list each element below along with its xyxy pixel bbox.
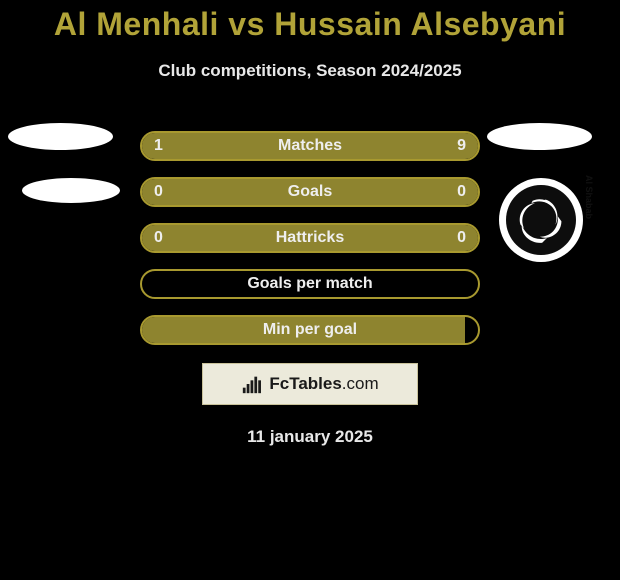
stat-bar: Min per goal [140, 315, 480, 345]
stat-row: 00Hattricks [0, 215, 620, 261]
stat-label: Hattricks [142, 229, 478, 247]
stat-rows: 19Matches 00Goals 00Hattricks Goals per mat… [0, 123, 620, 353]
page-title: Al Menhali vs Hussain Alsebyani [0, 6, 620, 43]
stat-row: 00Goals [0, 169, 620, 215]
stat-row: 19Matches [0, 123, 620, 169]
stat-label: Goals per match [142, 275, 478, 293]
stat-label: Min per goal [142, 321, 478, 339]
stat-row: Min per goal [0, 307, 620, 353]
brand-text-ext: .com [342, 374, 379, 393]
stat-label: Matches [142, 137, 478, 155]
stat-bar: 19Matches [140, 131, 480, 161]
brand-text: FcTables.com [269, 374, 378, 394]
stat-bar: 00Hattricks [140, 223, 480, 253]
brand-text-bold: FcTables [269, 374, 341, 393]
stat-bar: Goals per match [140, 269, 480, 299]
stat-label: Goals [142, 183, 478, 201]
brand-box: FcTables.com [202, 363, 418, 405]
stat-bar: 00Goals [140, 177, 480, 207]
stat-row: Goals per match [0, 261, 620, 307]
date: 11 january 2025 [0, 427, 620, 447]
stats-card: Al Menhali vs Hussain Alsebyani Club com… [0, 0, 620, 580]
subtitle: Club competitions, Season 2024/2025 [0, 61, 620, 81]
brand-bars-icon [241, 373, 263, 395]
